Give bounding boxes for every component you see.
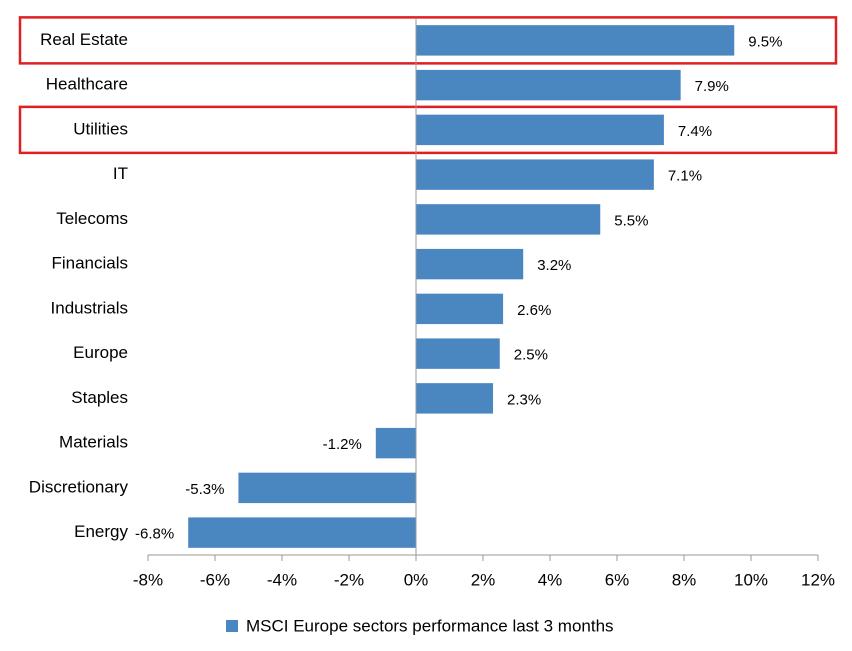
x-tick-label: -2% — [334, 570, 364, 589]
x-tick-label: 8% — [672, 570, 697, 589]
bar — [375, 427, 416, 459]
value-label: 7.1% — [668, 168, 702, 185]
value-label: 5.5% — [614, 212, 648, 229]
category-label: Financials — [51, 254, 128, 273]
bar — [188, 517, 416, 548]
x-tick-label: 4% — [538, 570, 563, 589]
category-label: Real Estate — [40, 30, 128, 49]
highlight-box — [18, 16, 838, 65]
category-label: Discretionary — [29, 477, 129, 496]
bar — [416, 159, 654, 190]
category-label: Materials — [59, 433, 128, 452]
category-label: Healthcare — [46, 75, 128, 94]
x-tick-label: 6% — [605, 570, 630, 589]
bar — [416, 338, 500, 369]
category-label: IT — [113, 164, 128, 183]
legend-label: MSCI Europe sectors performance last 3 m… — [246, 616, 614, 635]
highlight-box — [18, 105, 838, 155]
value-label: 7.4% — [678, 123, 712, 140]
bar — [416, 383, 494, 414]
value-label: -6.8% — [135, 526, 174, 543]
category-label: Energy — [74, 522, 128, 541]
x-tick-label: -8% — [133, 570, 163, 589]
value-label: 2.6% — [517, 302, 551, 319]
value-label: -1.2% — [323, 436, 362, 453]
category-label: Utilities — [73, 119, 128, 138]
value-label: 2.3% — [507, 391, 541, 408]
bar — [416, 69, 681, 101]
category-label: Industrials — [51, 298, 128, 317]
bar — [416, 293, 504, 325]
x-tick-label: 12% — [801, 570, 835, 589]
value-label: 3.2% — [537, 257, 571, 274]
x-tick-label: -4% — [267, 570, 297, 589]
x-tick-label: -6% — [200, 570, 230, 589]
value-label: -5.3% — [185, 481, 224, 498]
category-label: Staples — [71, 388, 128, 407]
value-label: 7.9% — [695, 78, 729, 95]
bar — [416, 248, 524, 280]
bar — [416, 114, 664, 146]
x-tick-label: 0% — [404, 570, 429, 589]
bar — [416, 204, 601, 235]
value-label: 9.5% — [748, 33, 782, 50]
x-tick-label: 2% — [471, 570, 496, 589]
category-label: Europe — [73, 343, 128, 362]
bar — [416, 25, 735, 56]
value-label: 2.5% — [514, 347, 548, 364]
bar — [238, 472, 416, 504]
category-label: Telecoms — [56, 209, 128, 228]
legend-swatch — [226, 620, 238, 632]
x-tick-label: 10% — [734, 570, 768, 589]
